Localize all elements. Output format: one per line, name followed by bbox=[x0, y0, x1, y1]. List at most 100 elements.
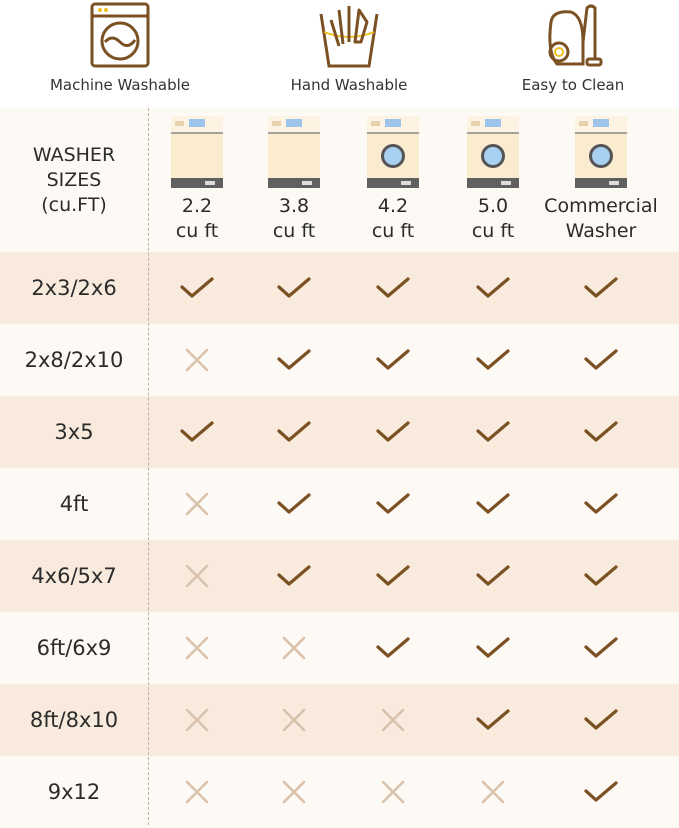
column-header: 2.2 cu ft bbox=[137, 116, 257, 244]
check-icon bbox=[476, 565, 510, 586]
table-row: 4x6/5x7 bbox=[0, 540, 679, 612]
check-icon bbox=[376, 493, 410, 514]
column-header: 4.2 cu ft bbox=[333, 116, 453, 244]
check-icon bbox=[376, 637, 410, 658]
cross-icon bbox=[381, 708, 405, 732]
check-icon bbox=[376, 349, 410, 370]
column-label: Commercial bbox=[544, 195, 658, 217]
fits-cell bbox=[348, 540, 438, 612]
cross-icon bbox=[185, 708, 209, 732]
check-icon bbox=[376, 277, 410, 298]
rug-size-label: 3x5 bbox=[54, 419, 94, 444]
rug-size-label: 6ft/6x9 bbox=[36, 635, 112, 660]
check-icon bbox=[180, 421, 214, 442]
column-label: 5.0 bbox=[477, 195, 509, 217]
feature-easy-to-clean: Easy to Clean bbox=[473, 0, 673, 94]
cross-icon bbox=[481, 780, 505, 804]
fits-cell bbox=[556, 540, 646, 612]
check-icon bbox=[180, 277, 214, 298]
cross-icon bbox=[282, 708, 306, 732]
table-row: 3x5 bbox=[0, 396, 679, 468]
check-icon bbox=[277, 565, 311, 586]
table-row: 2x8/2x10 bbox=[0, 324, 679, 396]
check-icon bbox=[584, 421, 618, 442]
table-header: WASHER SIZES (cu.FT) 2.2 cu ft 3.8 cu ft 4.2… bbox=[0, 108, 679, 252]
washer-sizes-label: WASHER SIZES (cu.FT) bbox=[0, 108, 148, 252]
header-label-line: SIZES bbox=[46, 168, 102, 191]
fits-cell bbox=[448, 540, 538, 612]
washer-size-table: WASHER SIZES (cu.FT) 2.2 cu ft 3.8 cu ft 4.2… bbox=[0, 108, 679, 828]
fits-cell bbox=[348, 396, 438, 468]
fits-cell bbox=[556, 468, 646, 540]
fits-cell bbox=[556, 252, 646, 324]
fits-cell bbox=[448, 324, 538, 396]
column-label: cu ft bbox=[371, 220, 415, 242]
check-icon bbox=[476, 421, 510, 442]
fits-cell bbox=[249, 252, 339, 324]
not-fit-cell bbox=[448, 756, 538, 828]
check-icon bbox=[584, 709, 618, 730]
fits-cell bbox=[152, 396, 242, 468]
fits-cell bbox=[348, 468, 438, 540]
not-fit-cell bbox=[152, 756, 242, 828]
not-fit-cell bbox=[152, 324, 242, 396]
column-label: cu ft bbox=[471, 220, 515, 242]
column-divider bbox=[148, 108, 149, 825]
top-load-washer-icon bbox=[171, 116, 223, 188]
column-label: cu ft bbox=[175, 220, 219, 242]
cross-icon bbox=[381, 780, 405, 804]
fits-cell bbox=[556, 756, 646, 828]
column-header: 3.8 cu ft bbox=[234, 116, 354, 244]
fits-cell bbox=[556, 396, 646, 468]
front-load-washer-icon bbox=[575, 116, 627, 188]
check-icon bbox=[376, 421, 410, 442]
vacuum-cleaner-icon bbox=[548, 4, 603, 67]
check-icon bbox=[584, 565, 618, 586]
feature-label: Machine Washable bbox=[49, 76, 191, 94]
feature-hand-washable: Hand Washable bbox=[249, 0, 449, 94]
table-row: 2x3/2x6 bbox=[0, 252, 679, 324]
column-label: 3.8 bbox=[278, 195, 310, 217]
fits-cell bbox=[556, 684, 646, 756]
feature-machine-washable: Machine Washable bbox=[20, 0, 220, 94]
table-row: 9x12 bbox=[0, 756, 679, 828]
fits-cell bbox=[448, 612, 538, 684]
top-load-washer-icon bbox=[268, 116, 320, 188]
washing-machine-icon bbox=[90, 2, 150, 68]
rug-size-label: 9x12 bbox=[47, 779, 101, 804]
table-row: 8ft/8x10 bbox=[0, 684, 679, 756]
column-label: Washer bbox=[565, 220, 637, 242]
fits-cell bbox=[556, 324, 646, 396]
hand-wash-icon bbox=[319, 6, 379, 68]
not-fit-cell bbox=[249, 612, 339, 684]
check-icon bbox=[584, 349, 618, 370]
not-fit-cell bbox=[152, 684, 242, 756]
feature-label: Hand Washable bbox=[290, 76, 408, 94]
not-fit-cell bbox=[249, 684, 339, 756]
cross-icon bbox=[185, 636, 209, 660]
not-fit-cell bbox=[152, 540, 242, 612]
not-fit-cell bbox=[348, 684, 438, 756]
rug-size-label: 4x6/5x7 bbox=[31, 563, 117, 588]
check-icon bbox=[277, 421, 311, 442]
column-label: cu ft bbox=[272, 220, 316, 242]
not-fit-cell bbox=[152, 612, 242, 684]
fits-cell bbox=[152, 252, 242, 324]
cross-icon bbox=[185, 780, 209, 804]
cross-icon bbox=[185, 348, 209, 372]
fits-cell bbox=[249, 540, 339, 612]
table-row: 6ft/6x9 bbox=[0, 612, 679, 684]
not-fit-cell bbox=[249, 756, 339, 828]
check-icon bbox=[277, 493, 311, 514]
table-row: 4ft bbox=[0, 468, 679, 540]
check-icon bbox=[476, 637, 510, 658]
front-load-washer-icon bbox=[367, 116, 419, 188]
column-header: Commercial Washer bbox=[541, 116, 661, 244]
rug-size-label: 2x8/2x10 bbox=[24, 347, 124, 372]
fits-cell bbox=[249, 324, 339, 396]
fits-cell bbox=[448, 684, 538, 756]
header-label-line: WASHER bbox=[32, 143, 116, 166]
feature-icons: Machine Washable Hand Washable Easy to C… bbox=[0, 0, 679, 108]
column-label: 2.2 bbox=[181, 195, 213, 217]
fits-cell bbox=[556, 612, 646, 684]
